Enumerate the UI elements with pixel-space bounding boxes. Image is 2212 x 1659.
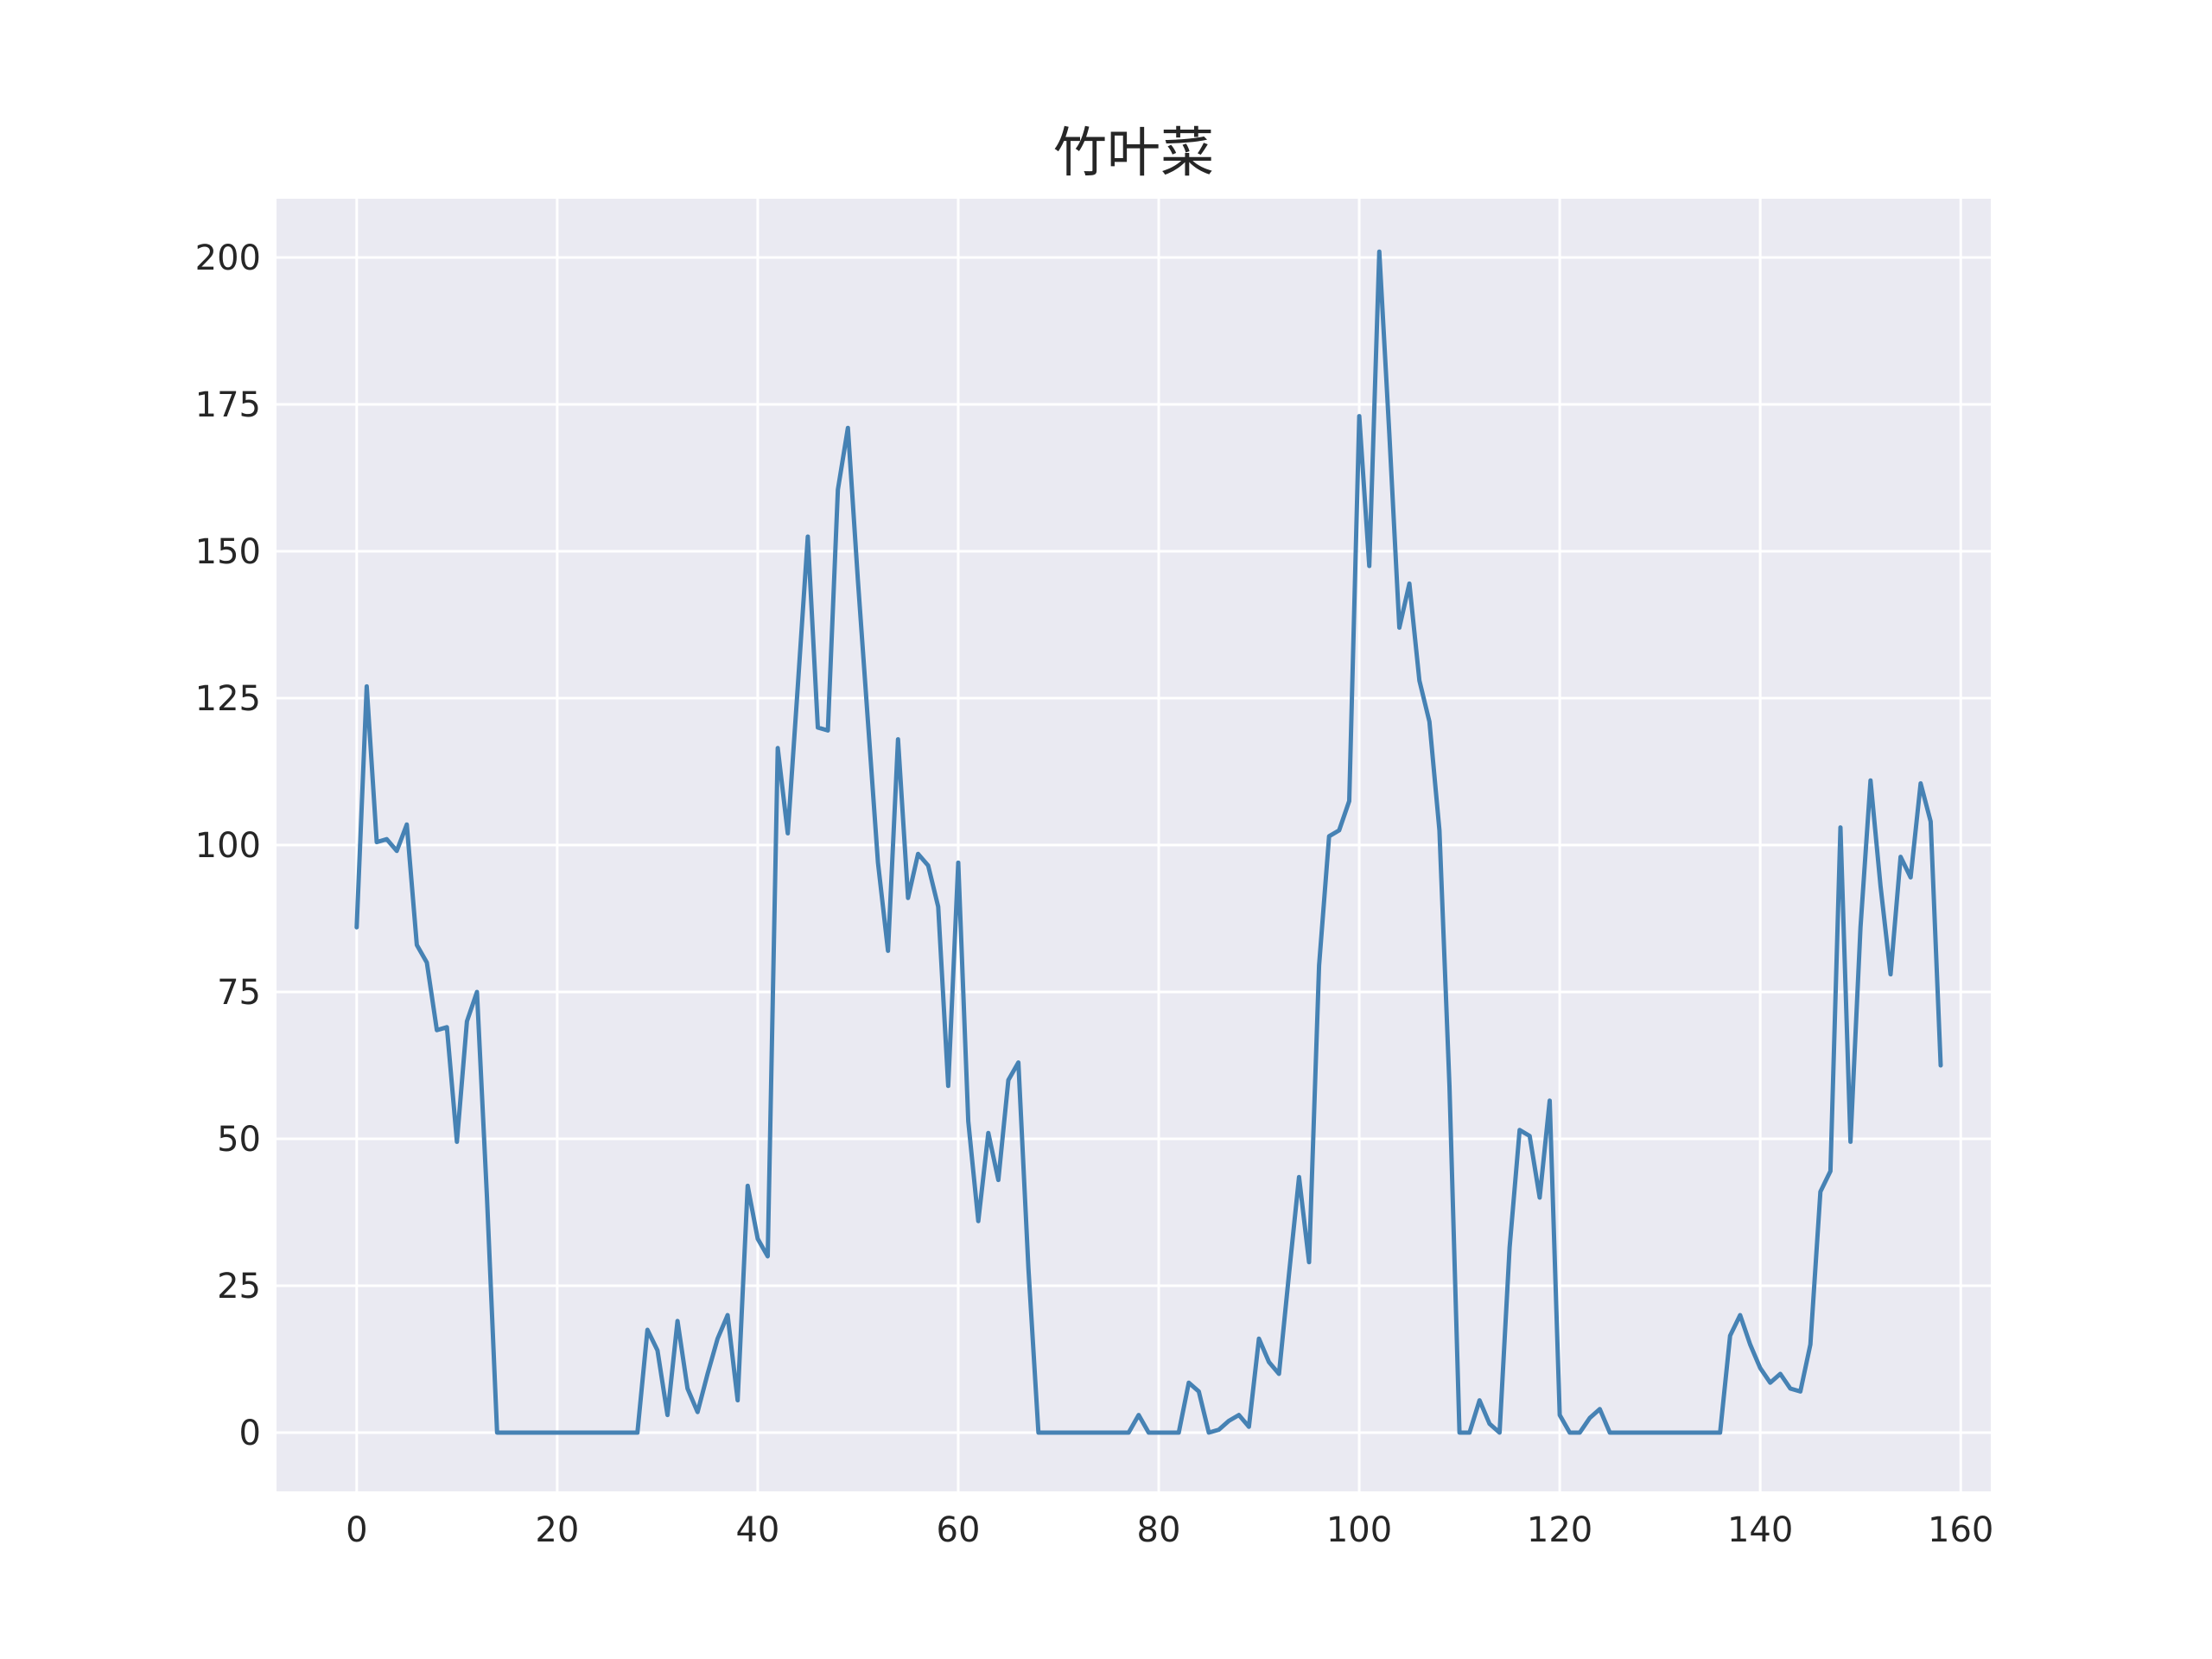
x-tick-label: 0 [346, 1510, 367, 1550]
y-tick-label: 150 [195, 532, 261, 572]
x-tick-label: 160 [1928, 1510, 1993, 1550]
y-tick-label: 25 [217, 1267, 261, 1306]
y-tick-label: 0 [239, 1414, 261, 1453]
x-tick-label: 40 [735, 1510, 779, 1550]
x-tick-label: 120 [1527, 1510, 1592, 1550]
y-tick-label: 125 [195, 679, 261, 719]
x-tick-label: 60 [937, 1510, 981, 1550]
x-tick-label: 100 [1326, 1510, 1392, 1550]
x-tick-label: 80 [1137, 1510, 1181, 1550]
grid-lines [276, 199, 1991, 1491]
y-tick-label: 50 [217, 1120, 261, 1160]
y-tick-label: 200 [195, 238, 261, 278]
chart-title: 竹叶菜 [1053, 121, 1214, 184]
y-tick-label: 100 [195, 826, 261, 866]
y-tick-label: 175 [195, 385, 261, 425]
tick-labels: 0 25 50 75 100 125 150 175 200 0 20 40 60 80 100 120 140… [195, 238, 1994, 1550]
x-tick-label: 140 [1727, 1510, 1793, 1550]
x-tick-label: 20 [535, 1510, 579, 1550]
series-line [354, 249, 1943, 1435]
y-tick-label: 75 [217, 973, 261, 1013]
